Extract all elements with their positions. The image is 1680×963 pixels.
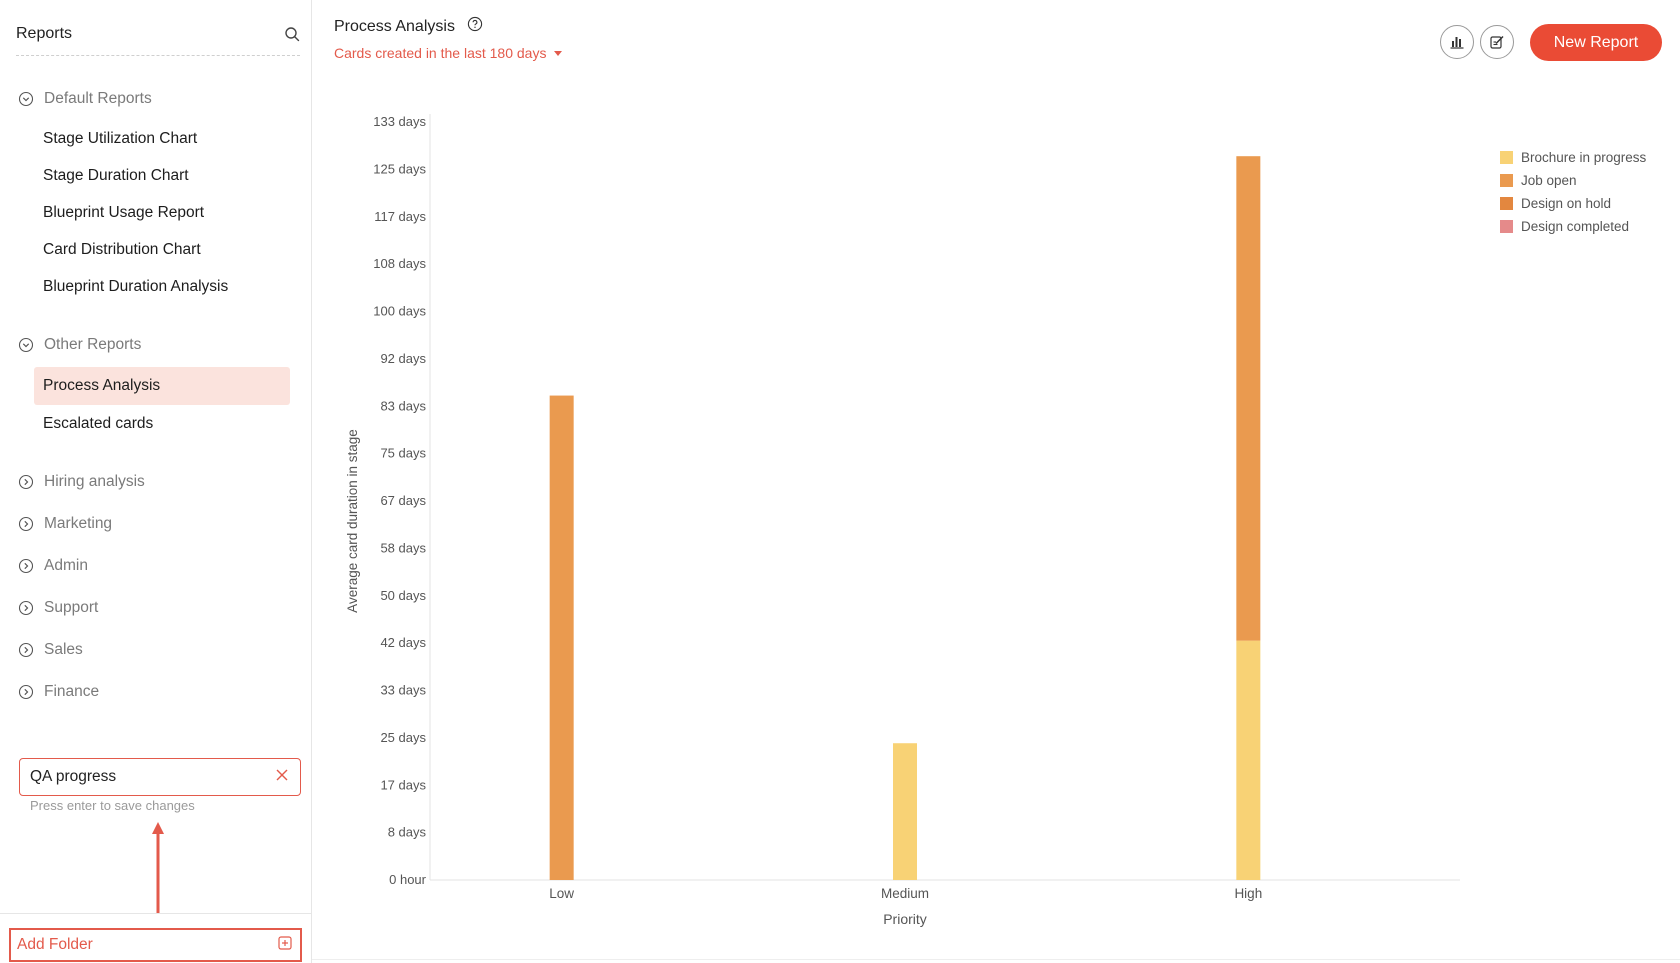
group-label: Marketing [44, 515, 113, 532]
legend-swatch [1500, 197, 1513, 210]
annotation-arrow [152, 822, 164, 914]
edit-icon [1490, 35, 1504, 49]
group-sales[interactable]: Sales [18, 641, 83, 659]
page-title: Process Analysis [334, 17, 455, 35]
new-folder-input[interactable] [30, 768, 250, 786]
add-folder-icon [278, 935, 292, 955]
y-tick-label: 50 days [380, 588, 426, 603]
bar-segment-high-0[interactable] [1236, 640, 1261, 880]
bar-segment-high-1[interactable] [1236, 156, 1261, 641]
date-filter-dropdown[interactable]: Cards created in the last 180 days [334, 45, 563, 61]
sidebar-item-stage-utilization-chart[interactable]: Stage Utilization Chart [43, 130, 198, 147]
chevron-right-icon [18, 642, 34, 658]
chevron-down-icon [18, 91, 34, 107]
y-tick-label: 25 days [380, 730, 426, 745]
legend-label: Job open [1521, 173, 1577, 188]
content-bottom-divider [312, 959, 1680, 960]
legend-swatch [1500, 151, 1513, 164]
sidebar-item-blueprint-duration-analysis[interactable]: Blueprint Duration Analysis [43, 278, 229, 295]
sidebar-header: Reports [16, 12, 300, 56]
sidebar-item-process-analysis[interactable]: Process Analysis [34, 367, 290, 405]
bar-segment-medium-0[interactable] [893, 743, 917, 880]
chevron-right-icon [18, 600, 34, 616]
stacked-bar-chart: 0 hour 8 days 17 days 25 days 33 days 42 days… [345, 114, 1460, 927]
y-tick-label: 17 days [380, 777, 426, 792]
bar-segment-low-1[interactable] [549, 395, 574, 880]
caret-down-icon [554, 50, 563, 56]
x-axis-title: Priority [883, 911, 927, 927]
sidebar: Reports Default Reports Stage Utilizatio… [0, 0, 312, 963]
sidebar-item-escalated-cards[interactable]: Escalated cards [43, 415, 154, 432]
chevron-down-icon [18, 337, 34, 353]
add-folder-button[interactable]: Add Folder [9, 928, 302, 962]
legend-swatch [1500, 220, 1513, 233]
chart-type-button[interactable] [1440, 25, 1474, 59]
edit-report-button[interactable] [1480, 25, 1514, 59]
legend-item[interactable]: Design completed [1500, 215, 1646, 238]
group-label: Admin [44, 557, 88, 574]
y-tick-label: 0 hour [389, 872, 427, 887]
group-default-reports[interactable]: Default Reports [18, 90, 152, 108]
chevron-right-icon [18, 684, 34, 700]
new-folder-field [19, 758, 301, 796]
legend-item[interactable]: Design on hold [1500, 192, 1646, 215]
group-support[interactable]: Support [18, 599, 98, 617]
y-tick-label: 125 days [373, 161, 426, 176]
close-icon[interactable] [276, 768, 288, 786]
x-tick-label: Low [549, 886, 574, 901]
y-tick-label: 92 days [380, 351, 426, 366]
sidebar-item-stage-duration-chart[interactable]: Stage Duration Chart [43, 167, 189, 184]
chart-legend: Brochure in progress Job open Design on ho… [1500, 146, 1646, 238]
y-tick-label: 117 days [374, 209, 426, 224]
group-admin[interactable]: Admin [18, 557, 88, 575]
y-tick-label: 100 days [373, 304, 426, 319]
y-tick-label: 42 days [380, 635, 426, 650]
y-tick-label: 8 days [388, 825, 427, 840]
group-marketing[interactable]: Marketing [18, 515, 112, 533]
group-label: Hiring analysis [44, 473, 145, 490]
y-tick-label: 33 days [380, 683, 426, 698]
page-title-wrap: Process Analysis [334, 16, 483, 37]
group-label: Support [44, 599, 99, 616]
y-tick-label: 133 days [373, 114, 426, 129]
group-label: Other Reports [44, 336, 142, 353]
group-label: Default Reports [44, 90, 152, 107]
group-finance[interactable]: Finance [18, 683, 99, 701]
group-label: Finance [44, 683, 100, 700]
sidebar-title: Reports [16, 24, 73, 42]
group-hiring-analysis[interactable]: Hiring analysis [18, 473, 145, 491]
y-axis-title: Average card duration in stage [345, 429, 360, 613]
x-tick-label: High [1234, 886, 1262, 901]
y-tick-label: 58 days [380, 540, 426, 555]
legend-label: Brochure in progress [1521, 150, 1647, 165]
group-label: Sales [44, 641, 83, 658]
y-tick-label: 67 days [380, 493, 426, 508]
legend-item[interactable]: Job open [1500, 169, 1646, 192]
sidebar-divider [0, 913, 311, 914]
add-folder-label: Add Folder [17, 936, 93, 953]
chevron-right-icon [18, 474, 34, 490]
x-tick-label: Medium [881, 886, 929, 901]
y-tick-label: 108 days [373, 256, 426, 271]
legend-item[interactable]: Brochure in progress [1500, 146, 1646, 169]
chevron-right-icon [18, 516, 34, 532]
legend-label: Design on hold [1521, 196, 1612, 211]
search-icon[interactable] [284, 26, 300, 42]
bar-chart-icon [1450, 37, 1464, 49]
new-folder-hint: Press enter to save changes [30, 798, 195, 813]
y-tick-label: 83 days [380, 398, 426, 413]
new-report-button[interactable]: New Report [1530, 24, 1662, 61]
sidebar-item-blueprint-usage-report[interactable]: Blueprint Usage Report [43, 204, 205, 221]
date-filter-label: Cards created in the last 180 days [334, 45, 547, 61]
legend-label: Design completed [1521, 219, 1630, 234]
group-other-reports[interactable]: Other Reports [18, 336, 141, 354]
help-icon[interactable] [467, 16, 483, 37]
y-tick-label: 75 days [380, 446, 426, 461]
sidebar-item-card-distribution-chart[interactable]: Card Distribution Chart [43, 241, 201, 258]
chevron-right-icon [18, 558, 34, 574]
legend-swatch [1500, 174, 1513, 187]
